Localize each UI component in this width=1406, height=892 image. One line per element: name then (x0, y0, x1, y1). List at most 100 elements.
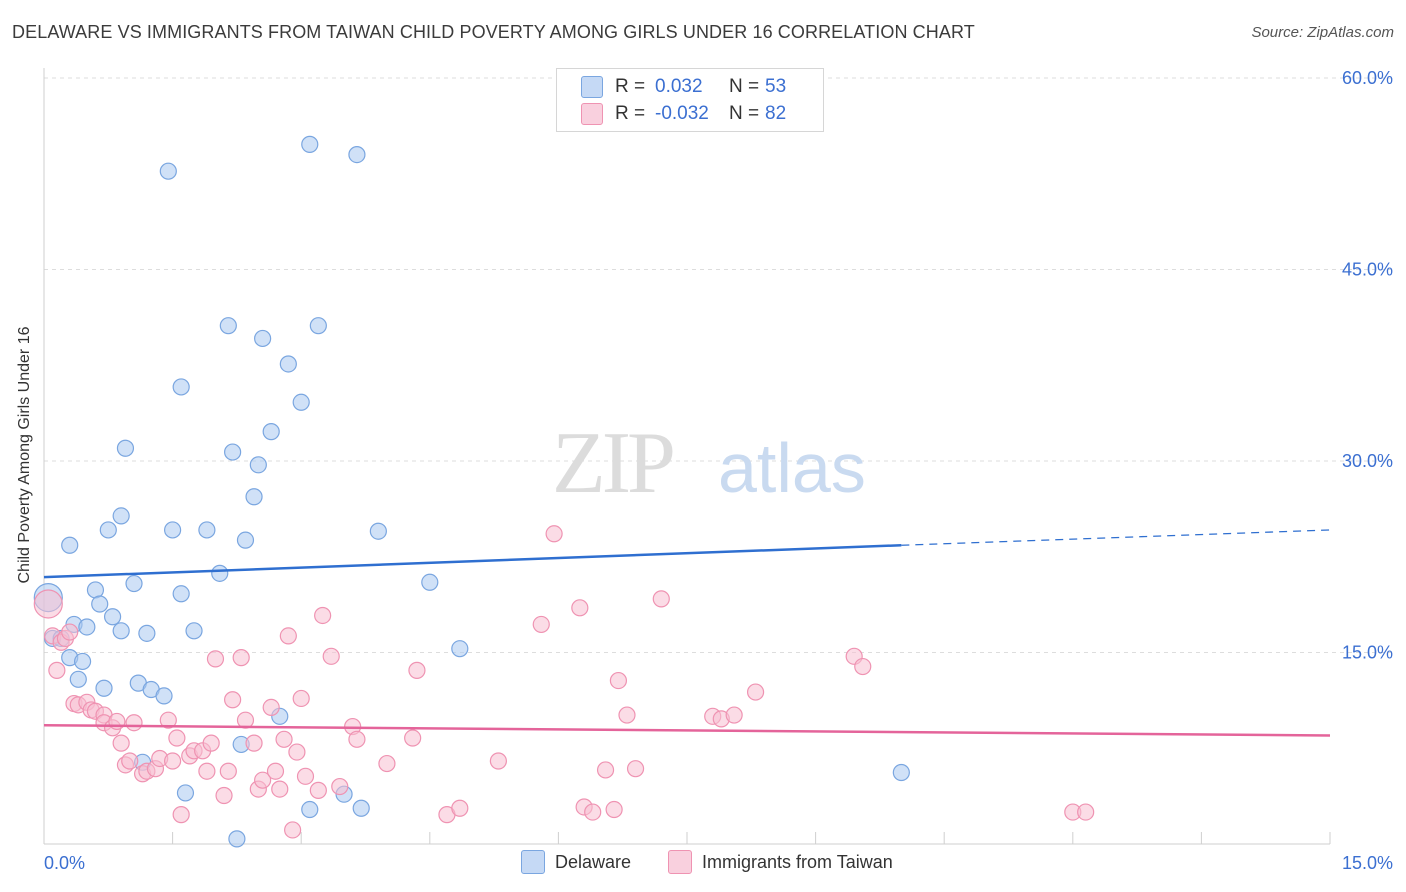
delaware-point (245, 488, 263, 506)
taiwan-legend-swatch (668, 850, 692, 874)
watermark-zip: ZIP (552, 415, 673, 512)
taiwan-point (854, 657, 872, 676)
delaware-point (103, 608, 122, 626)
taiwan-point (322, 647, 340, 665)
watermark-atlas: atlas (718, 429, 866, 507)
stats-row-delaware: R = 0.032 N = 53 (581, 75, 786, 99)
taiwan-point (584, 803, 602, 821)
delaware-point (138, 624, 156, 642)
taiwan-point (532, 615, 550, 634)
taiwan-point (288, 743, 306, 761)
taiwan-point (571, 599, 589, 617)
delaware-point (198, 521, 216, 539)
data-points (33, 135, 1095, 848)
n-value: 82 (765, 103, 787, 124)
delaware-point (172, 378, 190, 396)
chart-title: DELAWARE VS IMMIGRANTS FROM TAIWAN CHILD… (12, 22, 975, 42)
taiwan-point (292, 689, 310, 708)
axes (43, 68, 1331, 845)
r-label: R = (615, 76, 646, 97)
delaware-point (116, 439, 135, 457)
delaware-point (99, 521, 117, 539)
delaware-point (262, 423, 280, 441)
taiwan-point (605, 800, 623, 819)
delaware-point (228, 830, 246, 848)
legend-item-taiwan[interactable]: Immigrants from Taiwan (668, 850, 893, 874)
delaware-point (451, 640, 469, 658)
taiwan-point (626, 760, 645, 778)
delaware-point (95, 679, 113, 697)
taiwan-point (121, 752, 139, 770)
delaware-point (892, 763, 910, 782)
taiwan-point (404, 729, 422, 747)
taiwan-point (172, 806, 190, 824)
taiwan-swatch (581, 103, 603, 125)
taiwan-point (215, 786, 233, 805)
delaware-point (78, 618, 96, 636)
delaware-point (164, 521, 182, 539)
r-label: R = (615, 103, 646, 124)
taiwan-point (489, 752, 507, 770)
series-legend: Delaware Immigrants from Taiwan (0, 850, 1406, 878)
taiwan-point (224, 691, 242, 709)
delaware-swatch (581, 76, 603, 98)
delaware-legend-swatch (521, 850, 545, 874)
delaware-point (249, 456, 267, 474)
delaware-point (91, 595, 109, 613)
delaware-point (224, 443, 242, 461)
taiwan-point (309, 781, 327, 799)
legend-label: Delaware (555, 851, 632, 872)
delaware-trend-line (43, 544, 902, 579)
delaware-point (219, 317, 237, 335)
taiwan-point (348, 730, 366, 748)
taiwan-point (232, 649, 250, 667)
taiwan-point (275, 730, 293, 748)
taiwan-point (725, 706, 743, 724)
taiwan-point (48, 661, 66, 679)
taiwan-point (202, 734, 220, 752)
y-tick-label: 15.0% (1342, 643, 1393, 663)
x-tick-label: 15.0% (1342, 853, 1393, 873)
delaware-point (369, 522, 387, 540)
taiwan-point (279, 627, 297, 645)
delaware-point (352, 799, 370, 817)
taiwan-point (168, 729, 186, 747)
legend-item-delaware[interactable]: Delaware (521, 850, 631, 874)
delaware-point (155, 687, 173, 705)
n-value: 53 (765, 76, 787, 97)
delaware-point (176, 784, 195, 802)
taiwan-point (451, 799, 469, 817)
n-label: N = (729, 103, 760, 124)
delaware-point (254, 329, 272, 348)
delaware-point (301, 800, 319, 819)
legend-label: Immigrants from Taiwan (702, 851, 893, 872)
taiwan-point (112, 734, 130, 752)
stats-row-taiwan: R = -0.032 N = 82 (581, 102, 786, 126)
delaware-point (185, 622, 203, 640)
delaware-point (309, 317, 327, 335)
stats-legend: R = 0.032 N = 53 R = -0.032 N = 82 (556, 68, 824, 132)
taiwan-point (408, 661, 426, 679)
y-tick-label: 45.0% (1342, 260, 1393, 280)
taiwan-trend-line (43, 724, 1331, 737)
y-tick-label: 30.0% (1342, 451, 1393, 471)
taiwan-point (245, 734, 263, 752)
taiwan-point (596, 761, 615, 779)
taiwan-point (378, 754, 396, 773)
delaware-trend-extension (901, 529, 1331, 546)
r-value: -0.032 (655, 103, 709, 124)
taiwan-point (314, 606, 332, 625)
delaware-point (292, 393, 310, 411)
delaware-point (348, 146, 366, 164)
taiwan-point (198, 762, 216, 780)
y-tick-label: 60.0% (1342, 68, 1393, 88)
taiwan-point (262, 698, 280, 716)
taiwan-point (254, 771, 272, 789)
taiwan-point (164, 752, 182, 770)
taiwan-point (125, 714, 143, 732)
taiwan-point (266, 762, 285, 780)
taiwan-point (1077, 803, 1095, 821)
delaware-point (125, 574, 143, 593)
tick-labels: 15.0% 30.0% 45.0% 60.0% 0.0% 15.0% (44, 68, 1393, 873)
